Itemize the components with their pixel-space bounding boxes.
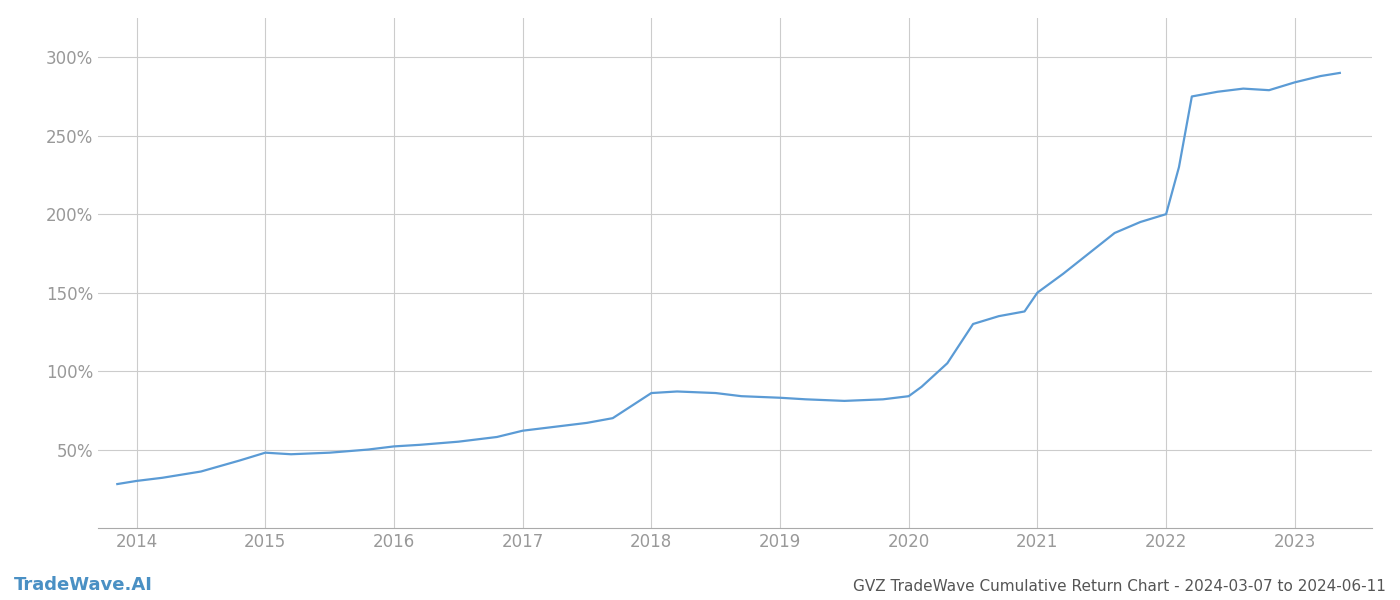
Text: TradeWave.AI: TradeWave.AI [14, 576, 153, 594]
Text: GVZ TradeWave Cumulative Return Chart - 2024-03-07 to 2024-06-11: GVZ TradeWave Cumulative Return Chart - … [853, 579, 1386, 594]
